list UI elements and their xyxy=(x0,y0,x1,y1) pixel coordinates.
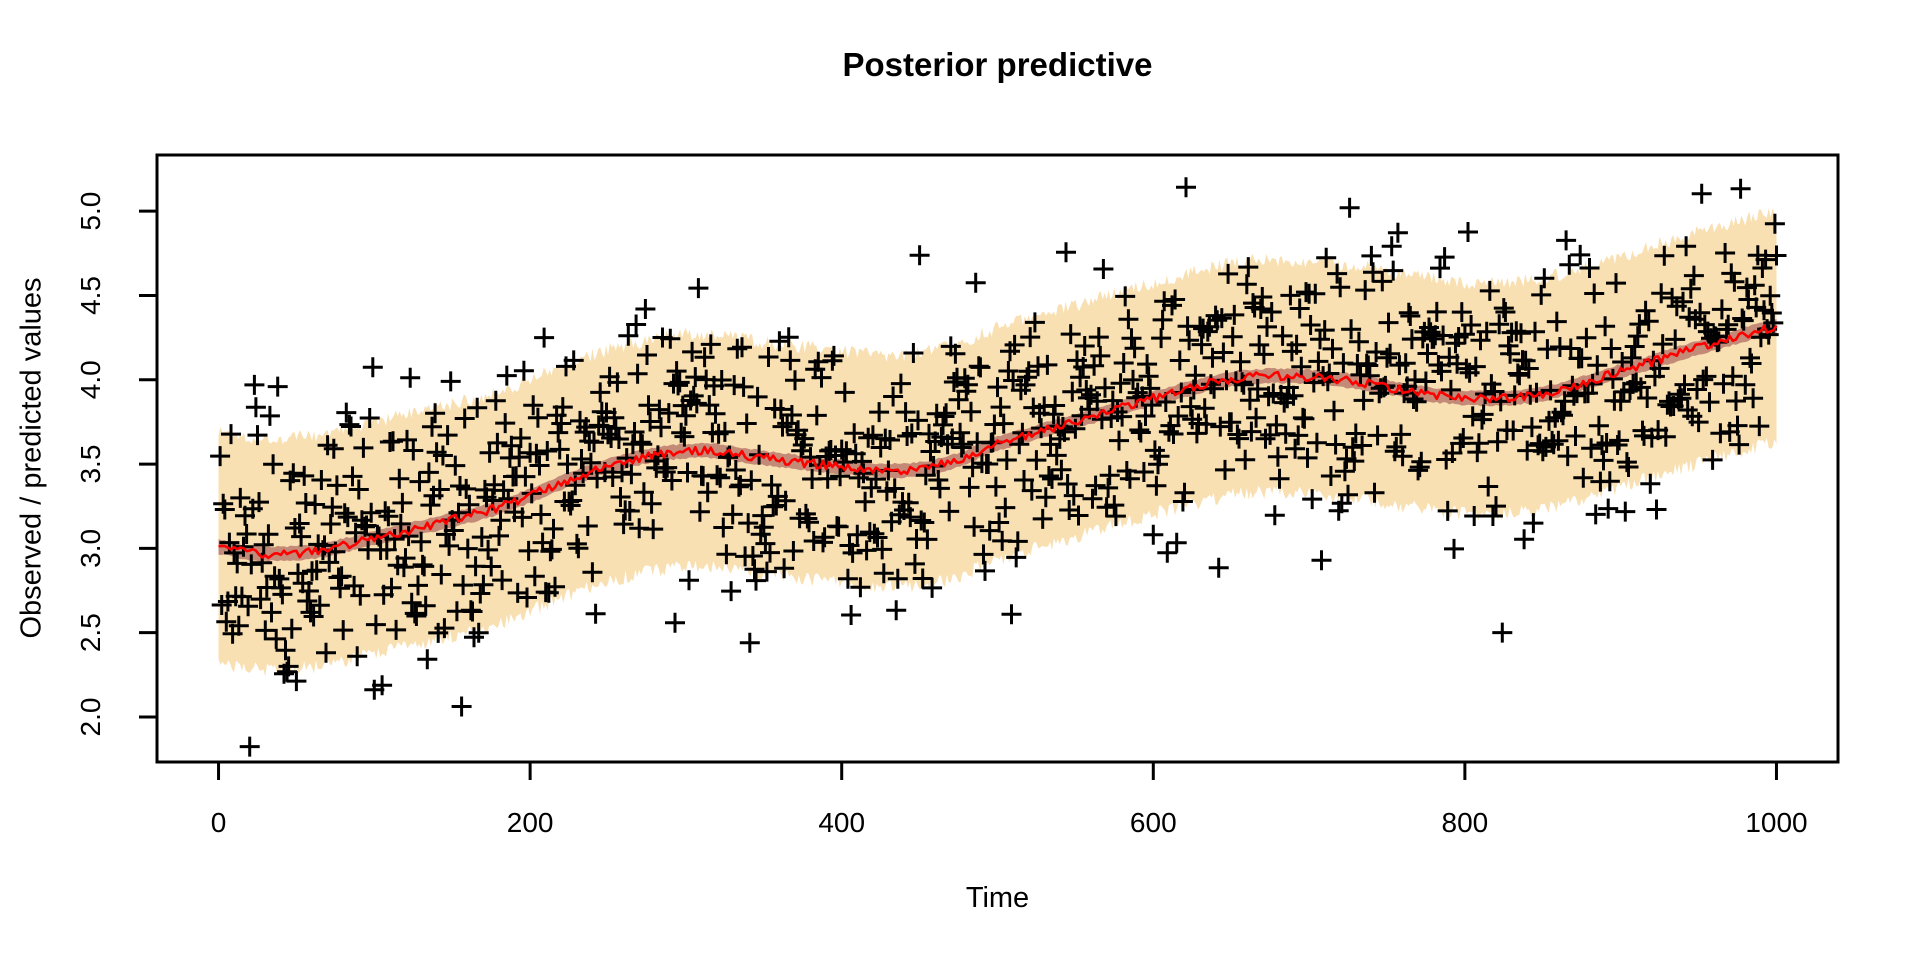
chart-title: Posterior predictive xyxy=(842,46,1153,83)
x-tick-label: 0 xyxy=(211,807,227,838)
posterior-mean-line xyxy=(218,324,1778,560)
plot-box xyxy=(155,153,1840,764)
observed-points xyxy=(210,177,1787,757)
y-tick-label: 2.5 xyxy=(75,613,106,652)
x-axis-label: Time xyxy=(965,882,1030,914)
x-tick-label: 600 xyxy=(1130,807,1177,838)
y-tick-label: 4.5 xyxy=(75,276,106,315)
x-tick-label: 200 xyxy=(507,807,554,838)
y-tick-label: 4.0 xyxy=(75,360,106,399)
y-tick-label: 3.5 xyxy=(75,445,106,484)
y-tick-label: 3.0 xyxy=(75,529,106,568)
x-tick-label: 1000 xyxy=(1745,807,1807,838)
y-tick-label: 5.0 xyxy=(75,192,106,231)
y-tick-label: 2.0 xyxy=(75,698,106,737)
x-tick-label: 800 xyxy=(1442,807,1489,838)
x-tick-label: 400 xyxy=(818,807,865,838)
